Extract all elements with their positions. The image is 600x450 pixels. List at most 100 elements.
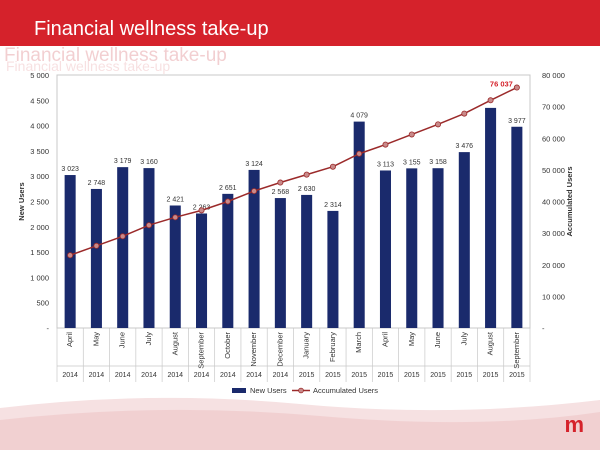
x-year-label: 2014 bbox=[89, 372, 105, 379]
x-year-label: 2014 bbox=[167, 372, 183, 379]
bar-new-users bbox=[222, 193, 234, 328]
y-right-tick-label: 70 000 bbox=[542, 103, 565, 112]
accumulated-users-point bbox=[356, 150, 363, 157]
bar-new-users bbox=[379, 170, 391, 328]
y-left-axis-title: New Users bbox=[17, 182, 26, 220]
y-right-tick-label: - bbox=[542, 324, 545, 333]
bar-value-label: 3 476 bbox=[456, 143, 474, 150]
bar-value-label: 2 314 bbox=[324, 202, 342, 209]
bar-value-label: 3 977 bbox=[508, 118, 526, 125]
accumulated-users-point bbox=[435, 121, 442, 128]
accumulated-users-point bbox=[487, 97, 494, 104]
y-left-tick-label: 2 500 bbox=[30, 198, 49, 207]
y-right-tick-label: 10 000 bbox=[542, 292, 565, 301]
x-year-label: 2014 bbox=[273, 372, 289, 379]
legend-swatch-new-users bbox=[232, 388, 246, 393]
bar-new-users bbox=[196, 213, 208, 328]
bar-new-users bbox=[406, 168, 418, 328]
y-left-tick-label: 3 000 bbox=[30, 172, 49, 181]
x-year-label: 2015 bbox=[483, 372, 499, 379]
bar-new-users bbox=[458, 152, 470, 328]
title-reflection: Financial wellness take-up bbox=[4, 45, 227, 66]
accumulated-users-point bbox=[67, 252, 74, 259]
bar-new-users bbox=[353, 121, 365, 328]
bar-value-label: 4 079 bbox=[350, 113, 368, 120]
accumulated-users-point bbox=[224, 198, 231, 205]
accumulated-users-point bbox=[277, 179, 284, 186]
bar-value-label: 2 421 bbox=[166, 196, 184, 203]
x-year-label: 2015 bbox=[404, 372, 420, 379]
accumulated-users-point bbox=[329, 163, 336, 170]
y-right-axis-title: Accumulated Users bbox=[565, 166, 574, 236]
bar-value-label: 3 158 bbox=[429, 159, 447, 166]
x-month-label: November bbox=[249, 332, 258, 367]
bar-new-users bbox=[248, 169, 260, 328]
x-month-label: March bbox=[354, 332, 363, 353]
bar-new-users bbox=[301, 194, 313, 328]
bar-new-users bbox=[274, 198, 286, 328]
y-left-tick-label: - bbox=[47, 324, 50, 333]
x-year-label: 2014 bbox=[141, 372, 157, 379]
bar-value-label: 2 651 bbox=[219, 185, 237, 192]
accumulated-last-label: 76 037 bbox=[490, 80, 513, 89]
x-month-label: June bbox=[118, 332, 127, 348]
accumulated-users-point bbox=[119, 233, 126, 240]
y-right-tick-label: 60 000 bbox=[542, 134, 565, 143]
x-month-label: January bbox=[302, 332, 311, 359]
accumulated-users-point bbox=[382, 141, 389, 148]
x-month-label: April bbox=[380, 332, 389, 347]
x-month-label: April bbox=[65, 332, 74, 347]
accumulated-users-point bbox=[145, 222, 152, 229]
y-left-tick-label: 500 bbox=[36, 299, 49, 308]
accumulated-users-point bbox=[198, 207, 205, 214]
new-users-chart: 5 000 4 500 4 000 3 500 3 000 2 500 2 000 1 500… bbox=[17, 71, 574, 395]
bar-new-users bbox=[90, 188, 102, 328]
x-year-label: 2014 bbox=[62, 372, 78, 379]
x-month-label: September bbox=[197, 331, 206, 368]
y-left-tick-label: 4 000 bbox=[30, 122, 49, 131]
accumulated-users-point bbox=[461, 110, 468, 117]
bar-value-label: 2 630 bbox=[298, 186, 316, 193]
x-month-label: February bbox=[328, 332, 337, 362]
x-year-label: 2015 bbox=[378, 372, 394, 379]
bar-value-label: 3 124 bbox=[245, 161, 263, 168]
y-left-tick-label: 2 000 bbox=[30, 223, 49, 232]
x-year-label: 2014 bbox=[220, 372, 236, 379]
bar-value-label: 2 568 bbox=[272, 189, 290, 196]
x-year-label: 2015 bbox=[430, 372, 446, 379]
brand-logo: m bbox=[564, 412, 584, 437]
x-year-label: 2014 bbox=[246, 372, 262, 379]
bar-new-users bbox=[64, 175, 76, 328]
x-year-label: 2014 bbox=[115, 372, 131, 379]
accumulated-users-point bbox=[172, 214, 179, 221]
x-year-label: 2015 bbox=[457, 372, 473, 379]
y-right-tick-label: 40 000 bbox=[542, 198, 565, 207]
accumulated-users-line bbox=[69, 86, 518, 256]
y-left-tick-label: 4 500 bbox=[30, 96, 49, 105]
bar-value-label: 3 113 bbox=[377, 161, 394, 168]
y-left-tick-label: 1 500 bbox=[30, 248, 49, 257]
bar-value-label: 2 748 bbox=[88, 180, 106, 187]
accumulated-users-point bbox=[408, 131, 415, 138]
legend-label-new-users: New Users bbox=[250, 386, 287, 395]
accumulated-users-point bbox=[251, 188, 258, 195]
legend-label-accumulated-users: Accumulated Users bbox=[313, 386, 378, 395]
accumulated-users-point bbox=[513, 84, 520, 91]
bar-value-label: 3 179 bbox=[114, 158, 132, 165]
x-year-label: 2014 bbox=[194, 372, 210, 379]
x-month-label: July bbox=[459, 332, 468, 346]
title-reflection-faint: Financial wellness take-up bbox=[6, 58, 171, 74]
bar-new-users bbox=[143, 168, 155, 328]
x-month-label: September bbox=[512, 331, 521, 368]
x-year-label: 2015 bbox=[299, 372, 315, 379]
x-month-label: August bbox=[486, 331, 495, 355]
title-bar: Financial wellness take-up bbox=[0, 0, 600, 46]
legend-swatch-accumulated-point bbox=[298, 387, 304, 394]
bar-new-users bbox=[432, 168, 444, 328]
y-left-tick-label: 1 000 bbox=[30, 273, 49, 282]
bar-new-users bbox=[117, 167, 129, 328]
bar-new-users bbox=[327, 210, 339, 328]
x-month-label: July bbox=[144, 332, 153, 346]
x-month-label: May bbox=[407, 332, 416, 346]
footer-wave-decoration bbox=[0, 397, 600, 450]
